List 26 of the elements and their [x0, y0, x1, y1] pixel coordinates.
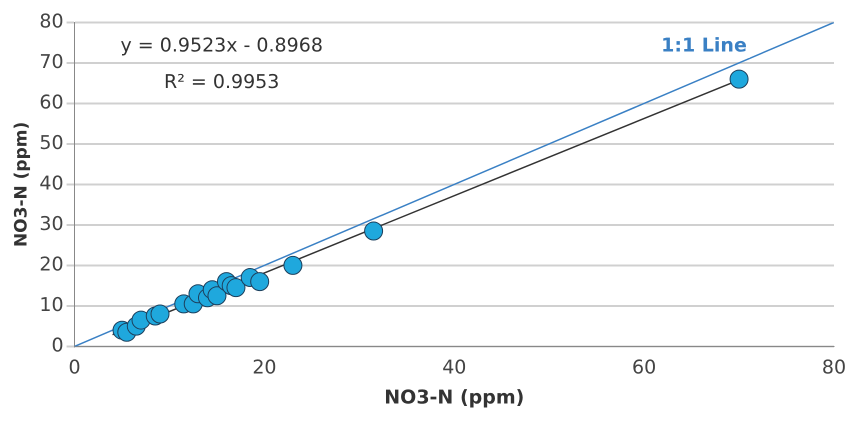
y-tick-label: 10: [39, 294, 64, 316]
y-axis-title: NO3-N (ppm): [12, 122, 32, 248]
y-tick-label: 70: [39, 50, 64, 73]
x-tick-label: 40: [442, 356, 466, 379]
y-tick-label: 30: [39, 212, 64, 235]
x-tick-label: 80: [822, 356, 846, 379]
x-tick-label: 60: [632, 356, 656, 379]
y-tick-label: 80: [39, 10, 64, 32]
y-tick-label: 50: [39, 132, 64, 154]
y-tick-label: 60: [39, 91, 64, 114]
y-tick-label: 0: [51, 334, 64, 356]
point: [226, 278, 246, 298]
annotation: 1:1 Line: [661, 34, 747, 57]
y-tick-label: 20: [39, 253, 64, 276]
x-tick-label: 0: [68, 356, 81, 379]
point: [730, 70, 749, 89]
x-axis-title: NO3-N (ppm): [384, 386, 524, 409]
y-tick-label: 40: [39, 172, 64, 194]
annotation: R² = 0.9953: [164, 71, 280, 94]
point: [283, 256, 302, 275]
point: [150, 304, 170, 324]
point: [250, 272, 270, 292]
x-tick-label: 20: [252, 356, 277, 379]
annotation: y = 0.9523x - 0.8968: [120, 34, 323, 57]
point: [364, 221, 384, 240]
point: [207, 286, 226, 306]
